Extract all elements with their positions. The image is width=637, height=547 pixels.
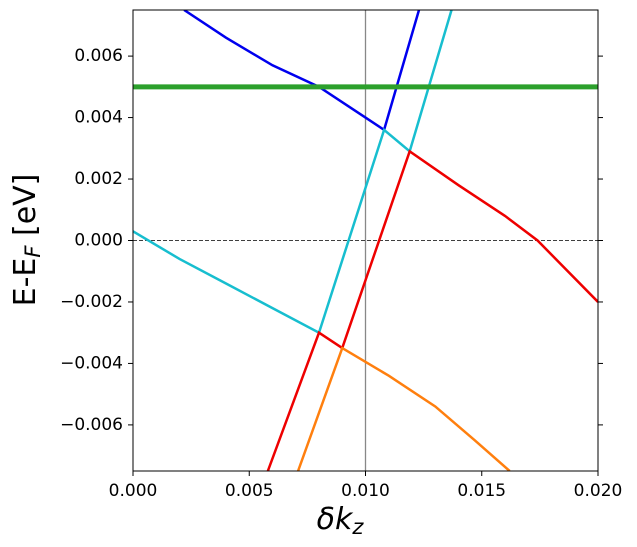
x-tick-label: 0.000 <box>109 481 158 501</box>
y-label-unit: [eV] <box>8 174 43 246</box>
x-tick-label: 0.010 <box>341 481 390 501</box>
x-tick-label: 0.015 <box>457 481 506 501</box>
series-line <box>296 346 511 471</box>
y-tick-label: −0.004 <box>60 353 123 373</box>
series-line <box>183 10 421 132</box>
y-label-sub: F <box>21 245 45 258</box>
x-label-sub: z <box>351 515 364 539</box>
series-line <box>266 149 598 471</box>
y-tick-label: −0.002 <box>60 292 123 312</box>
x-axis-label: δkz <box>317 502 365 540</box>
y-tick-label: 0.004 <box>74 108 123 128</box>
x-tick-label: 0.020 <box>574 481 623 501</box>
plot-frame <box>132 9 599 472</box>
y-tick-label: 0.000 <box>74 231 123 251</box>
x-tick-label: 0.005 <box>225 481 274 501</box>
y-axis-label: E-EF [eV] <box>8 174 46 307</box>
y-tick-label: 0.002 <box>74 169 123 189</box>
series-line <box>133 10 453 335</box>
x-label-main: δk <box>317 502 354 537</box>
y-tick-label: −0.006 <box>60 415 123 435</box>
y-label-main: E-E <box>8 258 43 307</box>
y-tick-label: 0.006 <box>74 46 123 66</box>
